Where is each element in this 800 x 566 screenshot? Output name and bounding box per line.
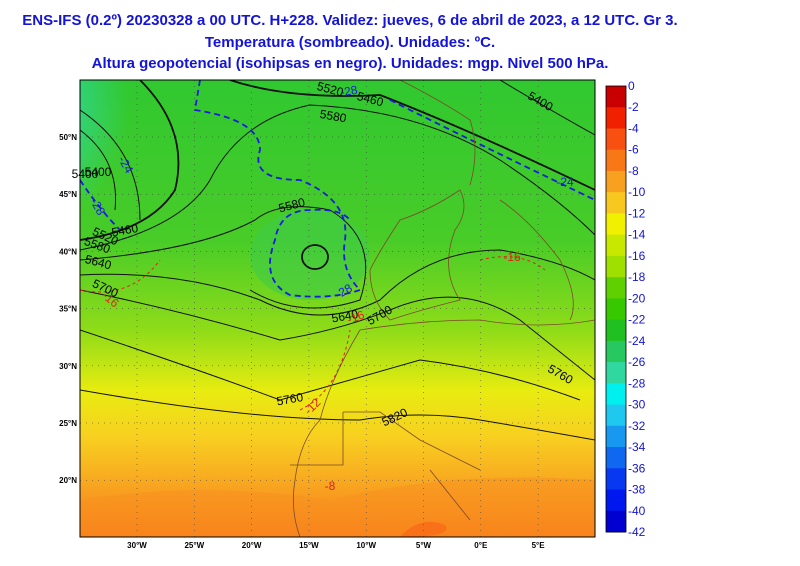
contour-label: -16 [345,308,366,327]
isohypses [80,80,595,441]
map-area [80,80,595,537]
lat-label: 30°N [59,362,77,371]
colorbar-label: -18 [628,270,646,284]
contour-label: -8 [325,479,336,493]
colorbar-label: -30 [628,398,646,412]
colorbar-bin [606,362,626,384]
contour-label: 5460 [356,89,386,110]
colorbar-label: -16 [628,249,646,263]
colorbar-label: -28 [628,376,646,390]
contour-label: 5400 [72,167,99,181]
colorbar-label: -26 [628,355,646,369]
colorbar-bin [606,170,626,193]
colorbar-label: -14 [628,228,646,242]
colorbar-label: -38 [628,483,646,497]
lat-label: 20°N [59,476,77,485]
warm-band [80,477,595,537]
colorbar-bin [606,192,626,214]
colorbar-label: 0 [628,79,635,93]
colorbar-label: -32 [628,419,646,433]
colorbar-bin [606,298,626,321]
contour-label: 5400 [85,165,112,179]
colorbar-bin [606,319,626,342]
contour-label: 5520 [316,79,346,100]
contour-label: -16 [503,250,521,264]
colorbar-label: -6 [628,143,639,157]
colorbar-bin [606,149,626,172]
title-line: Altura geopotencial (isohipsas en negro)… [91,55,609,72]
colorbar-label: -34 [628,440,646,454]
contour-label: 5760 [275,390,304,408]
colorbar-label: -20 [628,291,646,305]
colorbar-bin [606,107,626,129]
colorbar-bin [606,425,626,448]
colorbar-label: -36 [628,461,646,475]
colorbar-bin [606,255,626,278]
contour-label: -24 [556,175,574,189]
colorbar-label: -10 [628,185,646,199]
colorbar-label: -24 [628,334,646,348]
contour-label: 5640 [330,307,359,325]
colorbar-label: -2 [628,100,639,114]
lon-label: 5°E [532,541,546,550]
title-line: ENS-IFS (0.2º) 20230328 a 00 UTC. H+228.… [22,12,678,29]
map-frame [79,79,596,538]
colorbar-label: -8 [628,164,639,178]
lon-label: 15°W [299,541,319,550]
lat-label: 50°N [59,133,77,142]
colorbar-bin [606,340,626,363]
colorbar-bin [606,277,626,299]
cutoff-low [250,210,370,300]
lon-label: 0°E [474,541,488,550]
warm-isolines [80,256,546,411]
colorbar-bin [606,383,626,406]
lat-label: 35°N [59,305,77,314]
title-line: Temperatura (sombreado). Unidades: ºC. [204,34,496,51]
axes: 50°N 45°N 40°N 35°N 30°N 25°N 20°N 30°W 25°W 20°W… [59,133,545,550]
colorbar-frame [605,85,627,533]
lon-label: 20°W [242,541,262,550]
contour-label: 5580 [319,107,348,125]
lon-label: 5°W [416,541,432,550]
colorbar-bin [606,468,626,491]
colorbar-bin [606,489,626,512]
colorbar-bin [606,86,626,108]
contour-label: 5640 [84,252,114,273]
colorbar: 0 -2 -4 -6 -8 -10 -12 -14 -16 -18 -20 -22 -24 -26 -28 -… [605,79,646,539]
contour-label: -28 [339,83,359,100]
colorbar-bin [606,213,626,236]
colorbar-bin [606,128,626,151]
colorbar-label: -42 [628,525,646,539]
colorbar-bin [606,510,626,533]
lon-label: 25°W [184,541,204,550]
temperature-isolines [80,80,595,298]
lon-label: 30°W [127,541,147,550]
coastlines [290,80,595,537]
colorbar-bin [606,234,626,257]
colorbar-bin [606,447,626,469]
colorbar-label: -22 [628,313,646,327]
graticule [80,80,595,537]
colorbar-bin [606,404,626,427]
colorbar-label: -12 [628,206,646,220]
lat-label: 25°N [59,419,77,428]
lat-label: 45°N [59,190,77,199]
colorbar-label: -40 [628,504,646,518]
contour-label: 5460 [110,221,139,239]
lat-label: 40°N [59,247,77,256]
lon-label: 10°W [356,541,376,550]
contour-label: 5580 [277,195,307,216]
colorbar-label: -4 [628,121,639,135]
